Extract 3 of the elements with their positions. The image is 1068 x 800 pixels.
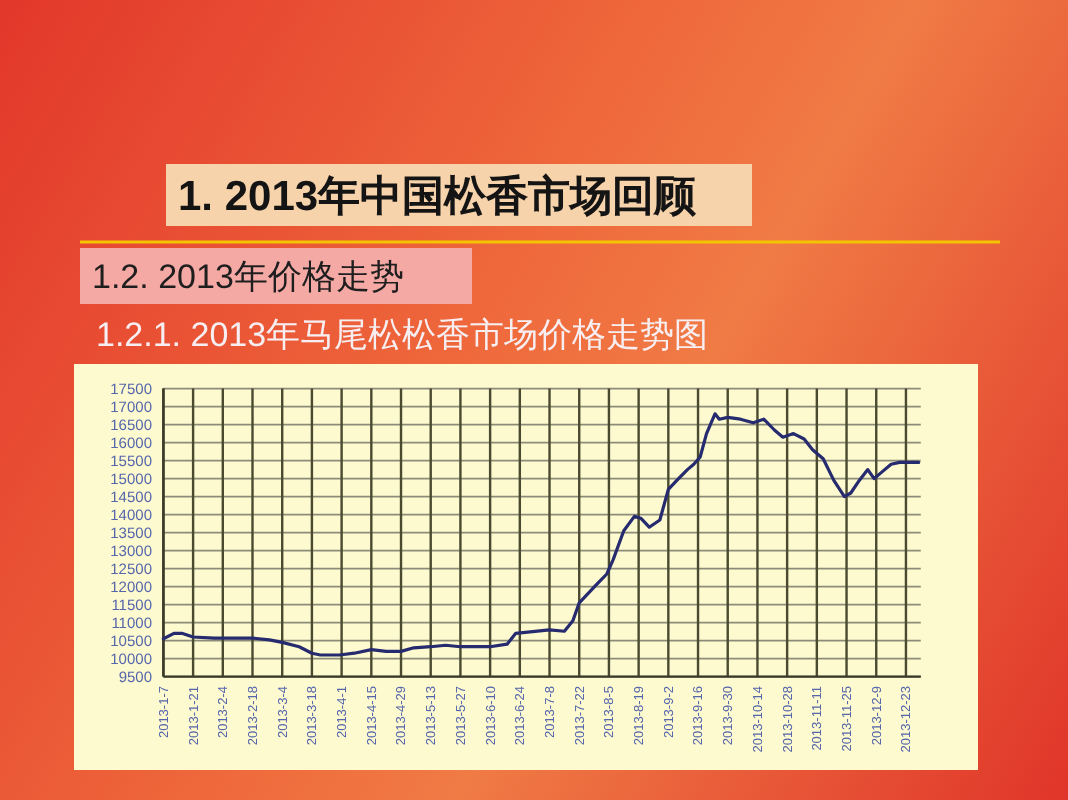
title: 1.2.1. 2013年马尾松松香市场价格走势图 [96,316,709,354]
annotation: 1. 2013年中国松香市场回顾 [166,164,752,226]
annotation: 1.2. 2013年价格走势 [80,248,472,304]
